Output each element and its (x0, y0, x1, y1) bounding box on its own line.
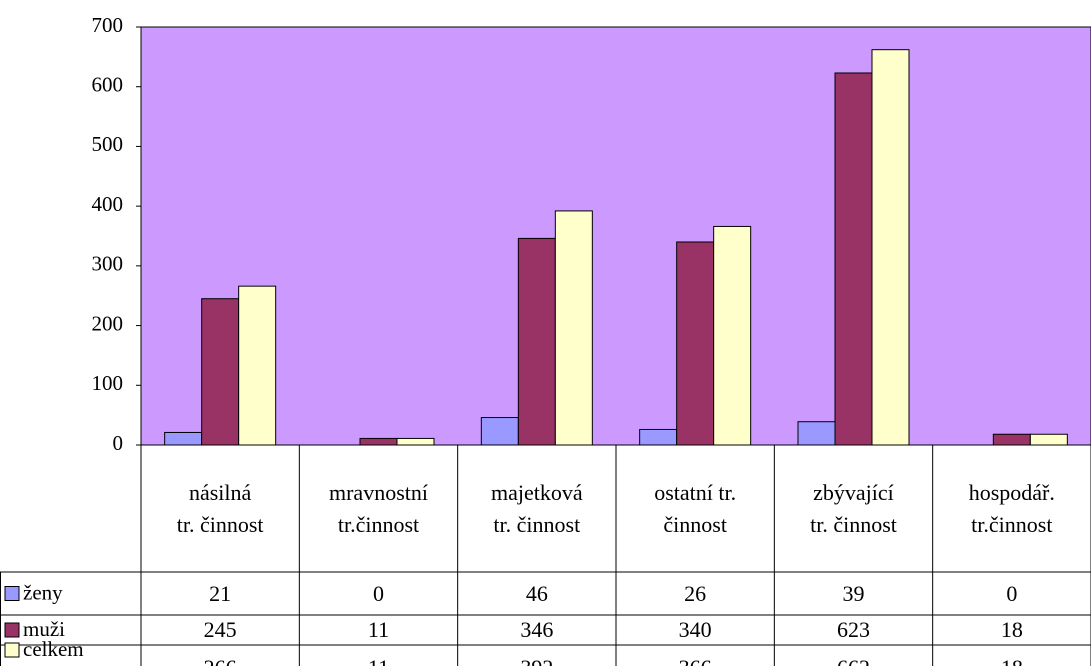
category-label: násilná tr. činnost (176, 479, 264, 537)
category-label: hospodář. tr.činnost (968, 479, 1055, 537)
table-value: 46 (525, 580, 548, 606)
table-value: 366 (616, 645, 774, 666)
y-tick-label: 600 (92, 73, 124, 97)
bar (797, 421, 836, 446)
legend-label: celkem (23, 637, 84, 661)
table-value: 340 (678, 617, 712, 642)
category-label: zbývající tr. činnost (810, 479, 897, 537)
legend-key (4, 586, 20, 601)
bar (676, 241, 715, 446)
table-value: 662 (774, 645, 932, 666)
table-value: 346 (520, 617, 554, 642)
bar (639, 428, 678, 446)
y-tick-label: 0 (113, 431, 124, 455)
category-label: ostatní tr. činnost (654, 479, 737, 537)
table-value: 392 (458, 645, 616, 666)
table-value: 623 (836, 617, 870, 642)
bar (554, 210, 593, 446)
table-value: 11 (299, 645, 457, 666)
bar (396, 437, 435, 446)
table-value: 266 (141, 645, 299, 666)
bar (992, 433, 1031, 446)
category-label: majetková tr. činnost (491, 479, 583, 537)
legend-label: muži (23, 617, 65, 641)
category-label: mravnostní tr.činnost (328, 479, 428, 537)
y-tick-label: 500 (92, 132, 124, 156)
bar (238, 285, 277, 446)
bar (480, 417, 519, 446)
legend-key (4, 622, 20, 638)
y-tick-label: 200 (92, 311, 124, 335)
bar (517, 237, 556, 446)
y-tick-label: 100 (92, 371, 124, 395)
table-value: 18 (933, 645, 1091, 666)
table-value: 11 (367, 617, 390, 642)
y-tick-label: 400 (92, 192, 124, 216)
plot-area (140, 26, 1091, 446)
bar (201, 298, 240, 446)
bar (871, 49, 910, 446)
legend-key (4, 642, 20, 658)
bar (834, 72, 873, 446)
bar (164, 431, 203, 446)
table-value: 39 (842, 580, 865, 606)
legend-label: ženy (23, 580, 63, 604)
table-value: 0 (1006, 580, 1018, 606)
bar (1029, 433, 1068, 446)
table-value: 245 (203, 617, 237, 642)
table-value: 18 (1000, 617, 1023, 642)
bar (713, 225, 752, 446)
bar (359, 437, 398, 446)
table-value: 0 (372, 580, 384, 606)
table-value: 26 (684, 580, 707, 606)
y-tick-label: 300 (92, 252, 124, 276)
table-value: 21 (209, 580, 232, 606)
y-tick-label: 700 (92, 13, 124, 37)
